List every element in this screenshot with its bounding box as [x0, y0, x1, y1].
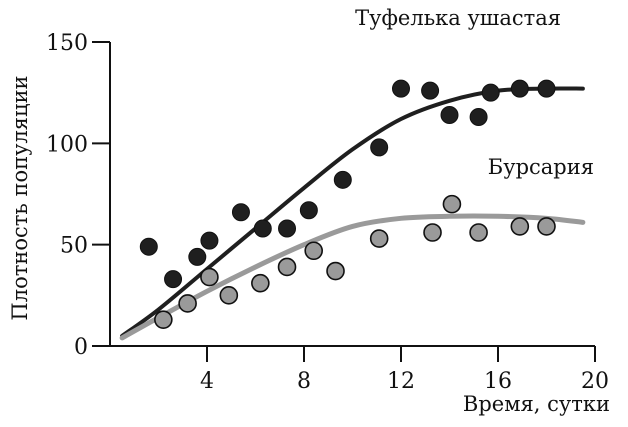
data-point-paramecium [537, 79, 556, 98]
y-tick-label: 50 [60, 234, 88, 259]
x-tick-label: 16 [484, 369, 512, 394]
data-point-paramecium [440, 105, 459, 124]
x-tick-label: 20 [581, 369, 609, 394]
data-point-paramecium [299, 201, 318, 220]
x-tick-label: 12 [387, 369, 415, 394]
data-point-paramecium [481, 83, 500, 102]
series-label-paramecium: Туфелька ушастая [355, 6, 561, 30]
data-point-bursaria [423, 223, 442, 242]
axes: 0 50 100 150 4 8 12 16 20 [46, 31, 609, 394]
data-point-paramecium [510, 79, 529, 98]
trend-curve-bursaria [119, 213, 586, 341]
data-point-paramecium [392, 79, 410, 98]
data-point-bursaria [537, 217, 556, 236]
data-point-bursaria [510, 217, 530, 236]
y-axis-label: Плотность популяции [8, 75, 32, 320]
data-point-bursaria [277, 257, 297, 277]
data-point-paramecium [139, 237, 158, 256]
y-tick-label: 0 [74, 335, 88, 360]
data-point-paramecium [253, 219, 272, 238]
data-points [139, 79, 556, 329]
series-label-bursaria: Бурсария [488, 155, 594, 179]
data-point-bursaria [442, 194, 462, 214]
data-point-bursaria [219, 286, 239, 305]
data-point-paramecium [421, 81, 440, 100]
data-point-bursaria [251, 273, 270, 293]
data-point-bursaria [200, 267, 219, 287]
data-point-paramecium [333, 170, 352, 189]
data-point-paramecium [278, 219, 297, 238]
y-tick-label: 100 [46, 132, 88, 157]
data-point-paramecium [200, 231, 219, 250]
x-axis-label: Время, сутки [463, 392, 610, 416]
data-point-paramecium [164, 270, 183, 289]
data-point-paramecium [188, 247, 207, 266]
x-tick-label: 4 [200, 369, 214, 394]
data-point-paramecium [469, 107, 488, 126]
chart-labels: Туфелька ушастая Бурсария Время, сутки П… [8, 6, 610, 416]
data-point-paramecium [231, 203, 250, 222]
data-point-paramecium [370, 138, 389, 157]
data-point-bursaria [326, 261, 345, 281]
data-point-bursaria [304, 241, 324, 261]
data-point-bursaria [369, 229, 389, 248]
data-point-bursaria [154, 310, 173, 329]
data-point-bursaria [469, 223, 488, 242]
data-point-bursaria [178, 294, 197, 313]
x-tick-label: 8 [297, 369, 311, 394]
y-tick-label: 150 [46, 31, 88, 56]
